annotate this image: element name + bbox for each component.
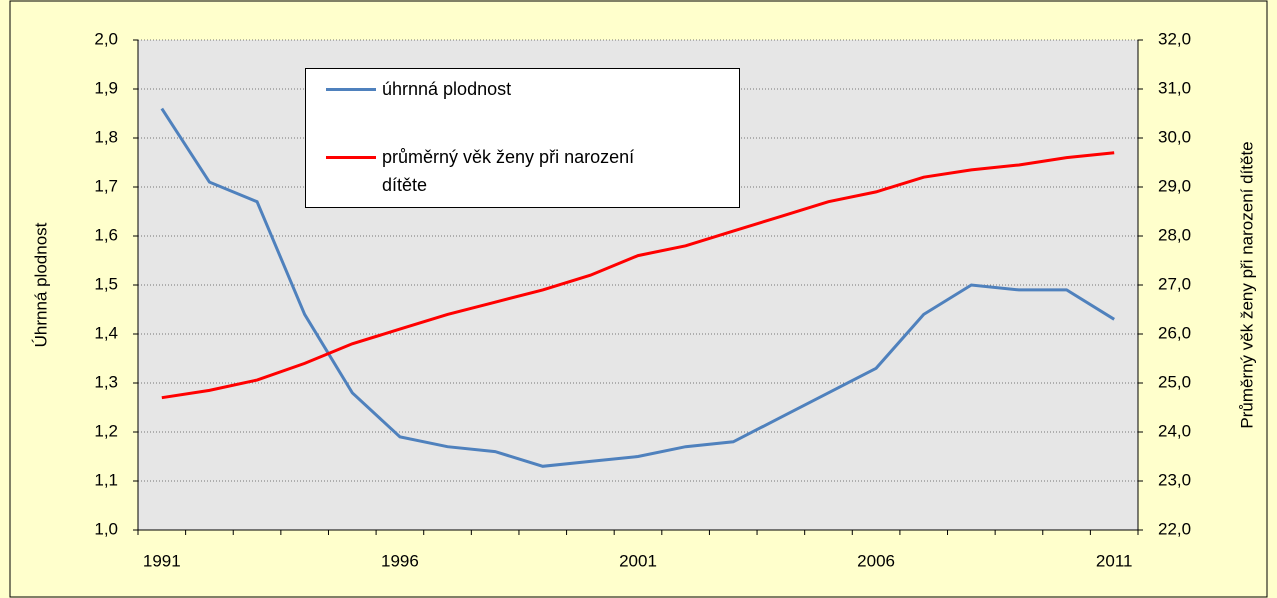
y2-tick-label: 22,0 bbox=[1158, 519, 1191, 538]
legend-entry: průměrný věk ženy při narození dítěte bbox=[326, 143, 726, 199]
y2-tick-label: 28,0 bbox=[1158, 225, 1191, 244]
y2-axis-title: Průměrný věk ženy při narození dítěte bbox=[1237, 141, 1256, 428]
y2-tick-label: 24,0 bbox=[1158, 421, 1191, 440]
legend: úhrnná plodnost průměrný věk ženy při nar… bbox=[305, 68, 740, 208]
y2-tick-label: 32,0 bbox=[1158, 29, 1191, 48]
chart-border bbox=[9, 0, 1268, 598]
x-tick-label: 2001 bbox=[619, 551, 657, 570]
y-tick-label: 1,6 bbox=[94, 225, 118, 244]
y-tick-label: 1,1 bbox=[94, 470, 118, 489]
legend-swatch bbox=[326, 88, 376, 91]
y-tick-label: 1,5 bbox=[94, 274, 118, 293]
y2-tick-label: 27,0 bbox=[1158, 274, 1191, 293]
y2-tick-label: 29,0 bbox=[1158, 176, 1191, 195]
legend-swatch bbox=[326, 156, 376, 159]
y-tick-label: 1,4 bbox=[94, 323, 118, 342]
y-tick-label: 1,9 bbox=[94, 78, 118, 97]
y2-tick-label: 30,0 bbox=[1158, 127, 1191, 146]
x-tick-label: 2006 bbox=[857, 551, 895, 570]
series-line bbox=[161, 151, 1115, 400]
y2-tick-label: 23,0 bbox=[1158, 470, 1191, 489]
y2-tick-label: 25,0 bbox=[1158, 372, 1191, 391]
y-tick-label: 1,7 bbox=[94, 176, 118, 195]
y-axis-title: Úhrnná plodnost bbox=[31, 222, 50, 347]
y-tick-label: 1,0 bbox=[94, 519, 118, 538]
y-tick-label: 2,0 bbox=[94, 29, 118, 48]
legend-label: průměrný věk ženy při narození dítěte bbox=[382, 147, 635, 195]
x-tick-label: 2011 bbox=[1096, 551, 1133, 570]
x-tick-label: 1996 bbox=[381, 551, 419, 570]
legend-entry: úhrnná plodnost bbox=[326, 75, 726, 103]
y-tick-label: 1,2 bbox=[94, 421, 118, 440]
y2-tick-label: 31,0 bbox=[1158, 78, 1191, 97]
y-tick-label: 1,8 bbox=[94, 127, 118, 146]
y2-tick-label: 26,0 bbox=[1158, 323, 1191, 342]
series-line bbox=[160, 107, 1115, 468]
legend-label: úhrnná plodnost bbox=[382, 79, 512, 99]
x-tick-label: 1991 bbox=[143, 551, 181, 570]
y-tick-label: 1,3 bbox=[94, 372, 118, 391]
